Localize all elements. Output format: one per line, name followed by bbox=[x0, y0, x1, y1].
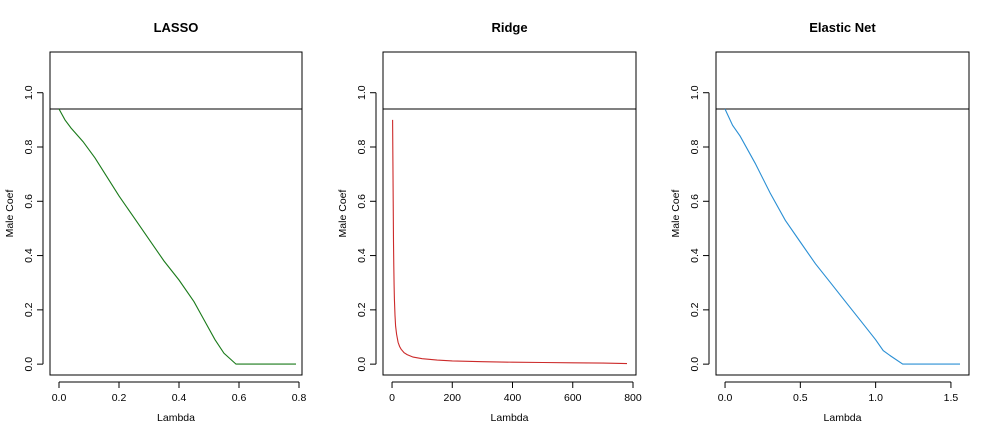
x-axis-label: Lambda bbox=[824, 412, 862, 424]
y-tick-label: 1.0 bbox=[689, 85, 701, 100]
x-tick-label: 0.0 bbox=[718, 392, 733, 404]
y-tick-label: 0.2 bbox=[23, 302, 35, 317]
y-axis-label: Male Coef bbox=[337, 189, 349, 237]
y-tick-label: 0.2 bbox=[689, 302, 701, 317]
x-tick-label: 0.5 bbox=[793, 392, 808, 404]
chart-panel-1: Ridge 0 200 400 600 800 Lambda 0.0 0.2 0.4 0.6 0.8 1… bbox=[337, 20, 642, 424]
x-tick-label: 400 bbox=[504, 392, 522, 404]
chart-panel-0: LASSO 0.0 0.2 0.4 0.6 0.8 Lambda 0.0 0.2 0.4 0.6 0.… bbox=[4, 20, 306, 424]
chart-title: Elastic Net bbox=[809, 20, 876, 35]
y-tick-label: 0.8 bbox=[689, 140, 701, 155]
chart-title: LASSO bbox=[154, 20, 199, 35]
y-axis-label: Male Coef bbox=[4, 189, 16, 237]
chart-title: Ridge bbox=[491, 20, 527, 35]
x-tick-label: 800 bbox=[624, 392, 642, 404]
x-tick-label: 200 bbox=[444, 392, 462, 404]
y-tick-label: 0.6 bbox=[23, 194, 35, 209]
x-tick-label: 1.0 bbox=[868, 392, 883, 404]
y-tick-label: 1.0 bbox=[356, 85, 368, 100]
x-tick-label: 0.4 bbox=[172, 392, 187, 404]
y-tick-label: 0.0 bbox=[356, 357, 368, 372]
plot-frame bbox=[715, 51, 970, 376]
series-line bbox=[724, 108, 960, 365]
x-axis-label: Lambda bbox=[491, 412, 529, 424]
x-tick-label: 0 bbox=[389, 392, 395, 404]
y-tick-label: 0.4 bbox=[689, 248, 701, 263]
chart-panel-2: Elastic Net 0.0 0.5 1.0 1.5 Lambda 0.0 0.2 0.4 0.… bbox=[670, 20, 970, 424]
series-line bbox=[392, 119, 628, 365]
y-tick-label: 0.8 bbox=[356, 140, 368, 155]
y-tick-label: 0.6 bbox=[689, 194, 701, 209]
x-tick-label: 0.0 bbox=[52, 392, 67, 404]
x-tick-label: 0.2 bbox=[112, 392, 127, 404]
y-tick-label: 0.4 bbox=[356, 248, 368, 263]
x-tick-label: 0.8 bbox=[292, 392, 307, 404]
y-tick-label: 0.8 bbox=[23, 140, 35, 155]
x-tick-label: 600 bbox=[564, 392, 582, 404]
plot-frame bbox=[382, 51, 637, 376]
y-tick-label: 1.0 bbox=[23, 85, 35, 100]
y-tick-label: 0.0 bbox=[689, 357, 701, 372]
x-tick-label: 1.5 bbox=[944, 392, 959, 404]
series-line bbox=[58, 108, 296, 365]
x-tick-label: 0.6 bbox=[232, 392, 247, 404]
y-tick-label: 0.2 bbox=[356, 302, 368, 317]
y-tick-label: 0.4 bbox=[23, 248, 35, 263]
y-tick-label: 0.0 bbox=[23, 357, 35, 372]
plot-frame bbox=[49, 51, 303, 376]
y-tick-label: 0.6 bbox=[356, 194, 368, 209]
y-axis-label: Male Coef bbox=[670, 189, 682, 237]
x-axis-label: Lambda bbox=[157, 412, 195, 424]
